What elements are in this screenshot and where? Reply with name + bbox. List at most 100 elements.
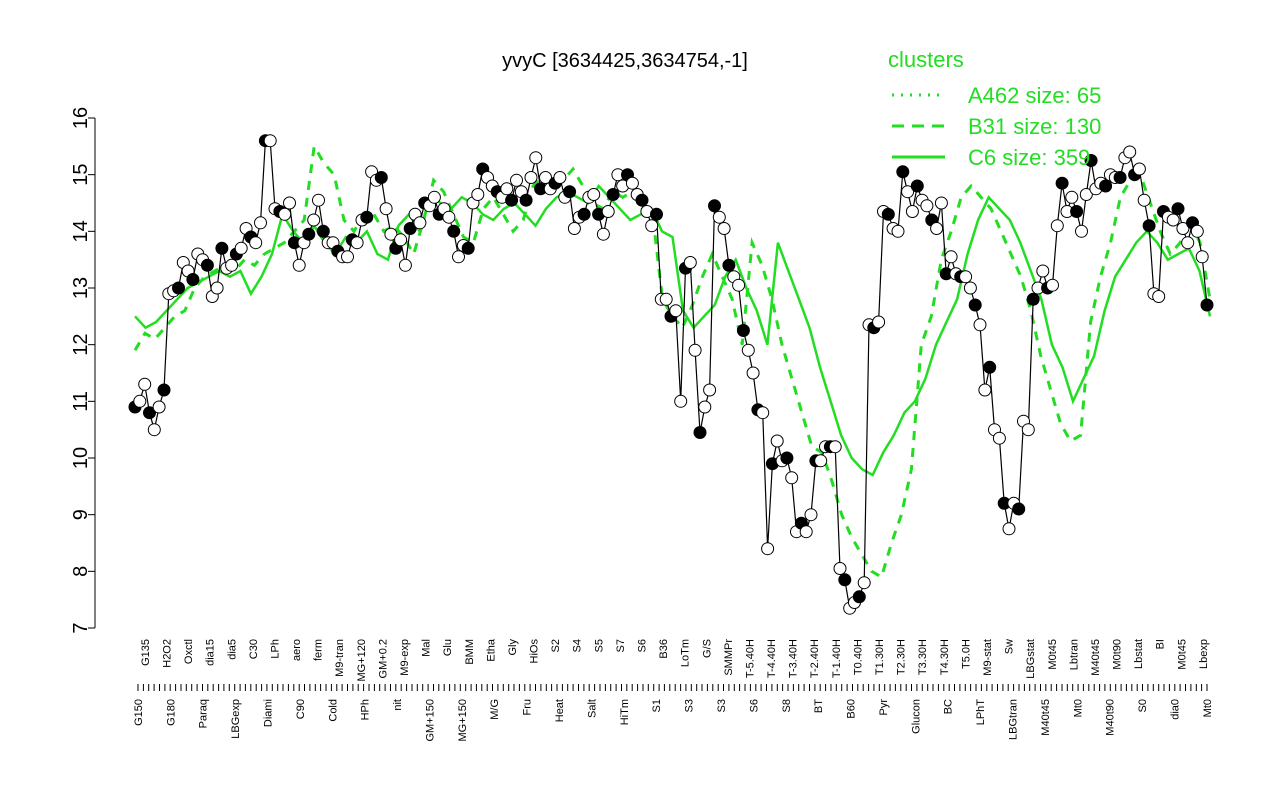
x-tick-label: BMM bbox=[464, 639, 476, 665]
data-points bbox=[128, 134, 1214, 615]
data-point bbox=[992, 431, 1006, 445]
data-point bbox=[360, 210, 374, 224]
data-point bbox=[234, 241, 248, 255]
data-point bbox=[650, 207, 663, 221]
chart-title: yvyC [3634425,3634754,-1] bbox=[502, 50, 748, 72]
data-point bbox=[143, 406, 156, 420]
data-point bbox=[539, 171, 552, 184]
data-point bbox=[1012, 502, 1026, 516]
x-tick-label: dia5 bbox=[226, 639, 238, 660]
data-point bbox=[635, 193, 649, 207]
data-point bbox=[157, 383, 171, 397]
x-tick-label: HPh bbox=[360, 699, 372, 720]
data-point bbox=[1046, 278, 1059, 292]
data-point bbox=[553, 171, 567, 184]
data-point bbox=[427, 190, 441, 204]
legend-label: A462 size: 65 bbox=[968, 83, 1101, 108]
data-point bbox=[963, 281, 977, 295]
data-point bbox=[471, 188, 485, 201]
data-point bbox=[756, 406, 770, 420]
y-tick-label: 10 bbox=[70, 447, 92, 469]
data-point bbox=[529, 151, 543, 165]
data-point bbox=[341, 250, 354, 264]
y-tick-label: 8 bbox=[70, 566, 92, 577]
data-point bbox=[413, 216, 427, 230]
data-point bbox=[596, 227, 610, 241]
data-point bbox=[442, 210, 456, 224]
x-tick-label: S4 bbox=[572, 639, 584, 652]
x-tick-label: S6 bbox=[748, 699, 760, 712]
data-point bbox=[577, 207, 591, 221]
data-point bbox=[225, 258, 239, 272]
x-tick-label: Lbexp bbox=[1198, 639, 1210, 669]
data-point bbox=[1166, 213, 1180, 227]
data-point bbox=[1021, 423, 1035, 437]
data-point bbox=[152, 400, 166, 414]
data-point bbox=[683, 256, 697, 269]
x-tick-label: M0t45 bbox=[1047, 639, 1059, 670]
data-point bbox=[1123, 145, 1137, 159]
x-tick-label: T1.30H bbox=[874, 639, 886, 675]
data-point bbox=[804, 508, 818, 522]
y-tick-label: 16 bbox=[70, 107, 92, 129]
data-point bbox=[254, 216, 267, 230]
x-tick-label: dia0 bbox=[1169, 699, 1181, 720]
x-tick-label: Pyr bbox=[878, 699, 890, 716]
x-tick-label: T0.40H bbox=[852, 639, 864, 675]
x-tick-label: HiTm bbox=[619, 699, 631, 725]
data-point bbox=[172, 281, 185, 295]
x-tick-label: M0t45 bbox=[1176, 639, 1188, 670]
data-point bbox=[1079, 188, 1093, 201]
data-point bbox=[461, 241, 475, 255]
data-point bbox=[1171, 202, 1185, 216]
data-point bbox=[1137, 193, 1151, 207]
y-tick-label: 14 bbox=[70, 220, 92, 242]
data-point bbox=[785, 471, 799, 485]
data-point bbox=[147, 423, 161, 437]
data-point bbox=[920, 199, 934, 213]
data-point bbox=[857, 576, 871, 590]
x-tick-label: S3 bbox=[684, 699, 696, 712]
data-point bbox=[838, 573, 852, 587]
x-tick-label: M/G bbox=[489, 699, 501, 720]
data-point bbox=[732, 278, 746, 292]
x-tick-label: B36 bbox=[658, 639, 670, 659]
x-tick-label: Cold bbox=[327, 699, 339, 722]
legend-label: B31 size: 130 bbox=[968, 114, 1101, 139]
x-tick-label: Paraq bbox=[198, 699, 210, 728]
data-point bbox=[688, 343, 702, 357]
x-tick-label: M9-tran bbox=[334, 639, 346, 677]
data-point bbox=[983, 360, 997, 374]
x-tick-label: H2O2 bbox=[161, 639, 173, 668]
x-tick-label: Lbtran bbox=[1068, 639, 1080, 670]
data-point bbox=[1176, 222, 1190, 235]
data-point bbox=[505, 193, 519, 207]
data-point bbox=[519, 193, 533, 207]
x-tick-label: G150 bbox=[133, 699, 145, 726]
x-tick-label: T5.0H bbox=[960, 639, 972, 669]
x-tick-label: M40t45 bbox=[1040, 699, 1052, 736]
data-point bbox=[891, 224, 905, 238]
data-point bbox=[1152, 290, 1166, 303]
data-point bbox=[302, 227, 316, 241]
data-point bbox=[1026, 292, 1040, 306]
data-point bbox=[138, 377, 152, 391]
data-point bbox=[944, 250, 958, 264]
x-tick-label: T-2.40H bbox=[809, 639, 821, 678]
y-tick-label: 7 bbox=[70, 622, 92, 633]
data-point bbox=[741, 343, 755, 357]
x-tick-label: MG+150 bbox=[457, 699, 469, 742]
y-tick-label: 13 bbox=[70, 277, 92, 299]
data-point bbox=[1200, 298, 1214, 312]
x-tick-label: SMMPr bbox=[723, 639, 735, 676]
data-point bbox=[500, 182, 514, 196]
data-point bbox=[278, 207, 292, 221]
data-point bbox=[901, 185, 915, 199]
data-point bbox=[934, 196, 948, 210]
data-point bbox=[698, 400, 712, 414]
data-point bbox=[722, 258, 736, 272]
x-tick-label: Mt0 bbox=[1202, 699, 1214, 717]
